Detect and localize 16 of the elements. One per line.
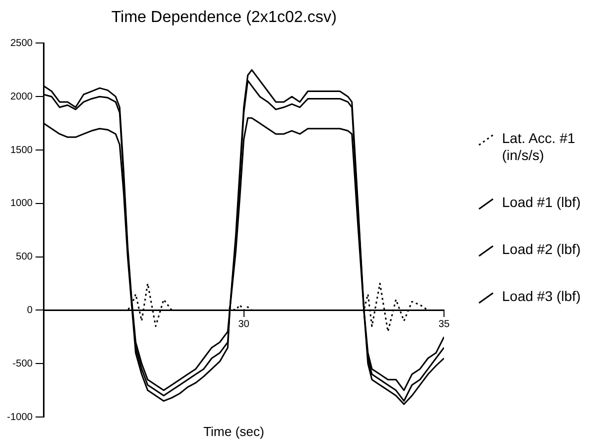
y-tick-label: 2500 bbox=[10, 38, 34, 49]
y-tick-label: 500 bbox=[16, 252, 34, 263]
y-tick-label: 0 bbox=[27, 304, 34, 316]
y-tick-label: 1500 bbox=[10, 144, 34, 156]
chart-title: Time Dependence (2x1c02.csv) bbox=[111, 9, 337, 26]
legend-label: Load #1 (lbf) bbox=[502, 194, 582, 211]
y-tick-label: -500 bbox=[12, 358, 34, 370]
y-tick-label: -1000 bbox=[7, 412, 34, 423]
y-tick-label: 1000 bbox=[10, 198, 34, 210]
x-tick-label: 30 bbox=[238, 318, 250, 330]
legend-label: Lat. Acc. #1 (in/s/s) bbox=[502, 130, 576, 164]
x-tick-label: 35 bbox=[438, 318, 450, 330]
legend-label: Load #2 (lbf) bbox=[502, 241, 582, 258]
y-tick-label: 2000 bbox=[10, 91, 34, 102]
x-axis-title: Time (sec) bbox=[203, 424, 264, 440]
legend-label: Load #3 (lbf) bbox=[502, 288, 582, 305]
